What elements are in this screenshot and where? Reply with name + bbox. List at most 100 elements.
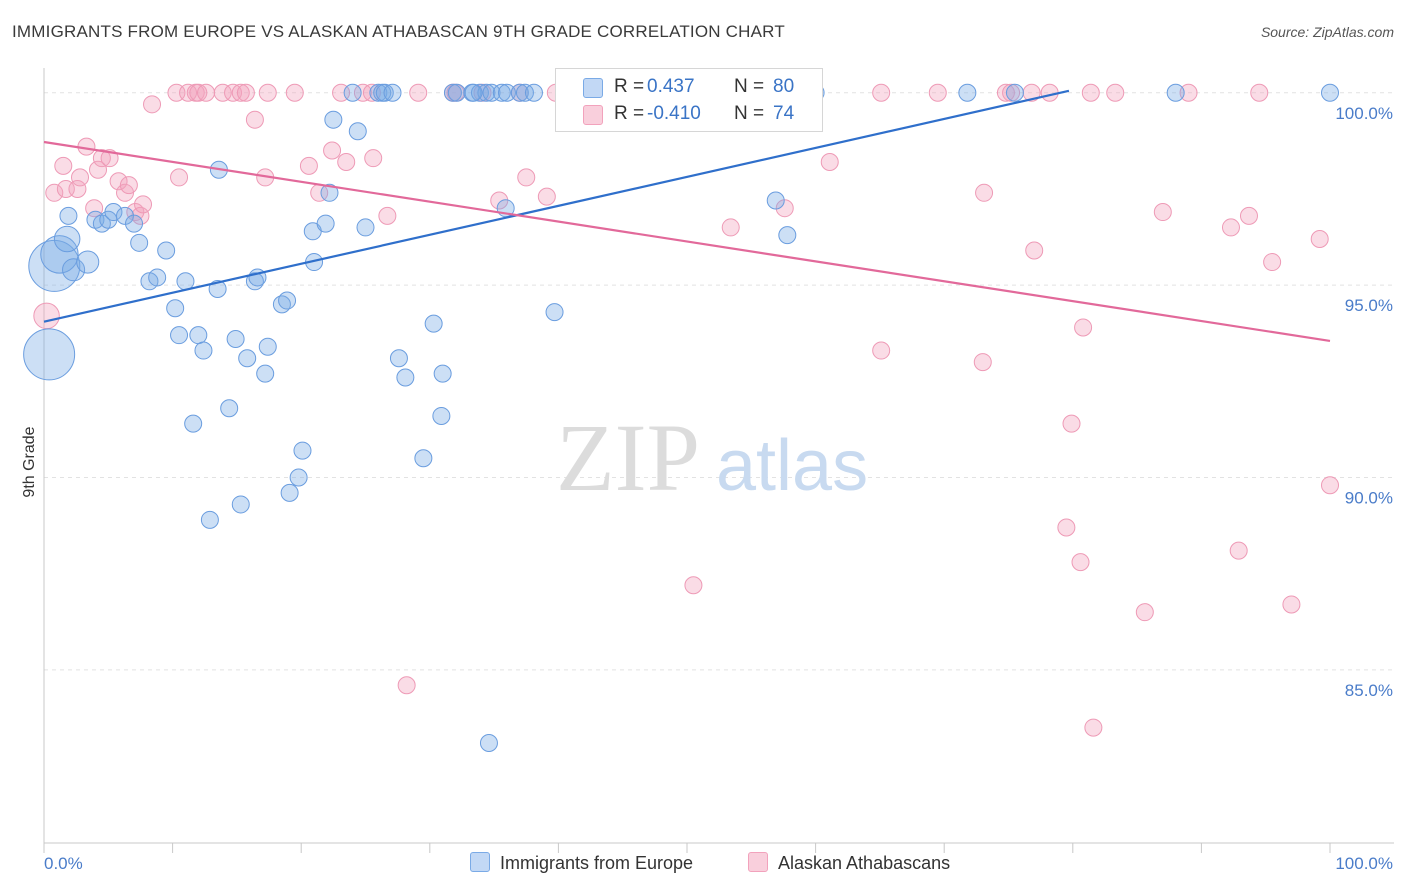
y-tick-label: 90.0% (1345, 489, 1393, 508)
europe-point (343, 83, 362, 102)
europe-point (389, 349, 408, 368)
athabascan-point (1321, 476, 1339, 495)
europe-point (1005, 83, 1024, 102)
athabascan-point (258, 83, 277, 102)
europe-point (278, 291, 297, 310)
europe-point (958, 83, 977, 102)
europe-point (238, 349, 257, 368)
athabascan-point (973, 353, 992, 372)
europe-point (492, 83, 511, 102)
europe-point (497, 83, 516, 102)
athabascan-point (1106, 83, 1125, 102)
europe-point (515, 83, 534, 102)
athabascan-point (337, 153, 356, 172)
europe-point (62, 258, 86, 282)
legend-n-value: 74 (773, 103, 795, 124)
chart-title: IMMIGRANTS FROM EUROPE VS ALASKAN ATHABA… (12, 22, 785, 41)
athabascan-point (378, 206, 397, 225)
athabascan-point (872, 341, 891, 360)
athabascan-point (224, 83, 243, 102)
axes (43, 68, 1394, 853)
europe-point (375, 83, 394, 102)
europe-point (383, 83, 402, 102)
legend-n-label: N = (734, 76, 765, 97)
legend-r-value: -0.410 (647, 103, 701, 124)
athabascan-point (975, 183, 994, 202)
europe-trend-line (43, 89, 1070, 323)
athabascan-point (1135, 603, 1154, 622)
europe-point (424, 314, 443, 333)
legend-row-athabascan: R = -0.410 N = 74 (556, 102, 822, 128)
athabascan-point (109, 172, 128, 191)
athabascan-point (92, 149, 111, 168)
y-tick-label: 100.0% (1335, 104, 1393, 123)
athabascan-point (1310, 229, 1329, 248)
athabascan-point (323, 141, 342, 160)
athabascan-point (71, 168, 90, 187)
europe-point (166, 299, 185, 318)
bottom-legend-swatch-blue (470, 852, 490, 872)
europe-point (130, 233, 149, 252)
europe-point (59, 206, 78, 225)
legend-swatch-blue (583, 78, 603, 98)
europe-point (524, 83, 543, 102)
europe-point (116, 206, 135, 225)
athabascan-point (1239, 206, 1258, 225)
europe-point (316, 214, 335, 233)
athabascan-point (85, 199, 104, 218)
tick-labels: 100.0% 95.0% 90.0% 85.0% 0.0% 100.0% (44, 104, 1393, 873)
europe-point (53, 225, 81, 253)
athabascan-point (54, 156, 73, 175)
bottom-legend-label: Alaskan Athabascans (778, 853, 951, 873)
athabascan-point (68, 179, 87, 198)
bottom-legend-label: Immigrants from Europe (500, 853, 694, 873)
europe-point (447, 83, 466, 102)
europe-point (189, 326, 208, 345)
europe-point (170, 326, 189, 345)
athabascan-point (131, 206, 150, 225)
europe-point (356, 218, 375, 237)
europe-point (369, 83, 388, 102)
europe-point (125, 214, 144, 233)
europe-point (1321, 83, 1339, 102)
athabascan-point (179, 83, 198, 102)
athabascan-point (1002, 83, 1021, 102)
europe-point (510, 83, 529, 102)
athabascan-point (775, 199, 794, 218)
europe-point (258, 337, 277, 356)
europe-point (324, 110, 343, 129)
athabascan-point (1074, 318, 1093, 337)
europe-point (433, 364, 452, 383)
legend: R = 0.437 N = 80 R = -0.410 N = 74 (555, 68, 823, 132)
europe-point (40, 235, 79, 274)
europe-point (464, 83, 483, 102)
europe-point (194, 341, 213, 360)
athabascan-point (1153, 203, 1172, 222)
x-tick-label: 0.0% (44, 854, 83, 873)
europe-point (482, 83, 501, 102)
europe-point (231, 495, 250, 514)
bottom-legend-athabascan: Alaskan Athabascans (748, 852, 950, 874)
athabascan-point (134, 195, 153, 214)
athabascan-point (409, 83, 428, 102)
athabascan-point (143, 95, 162, 114)
athabascan-point (213, 83, 232, 102)
europe-point (23, 328, 76, 381)
athabascan-point (189, 83, 208, 102)
athabascan-point (364, 149, 383, 168)
athabascan-point (231, 83, 250, 102)
athabascan-point (236, 83, 255, 102)
y-axis-label: 9th Grade (21, 426, 38, 497)
legend-r-label: R = (614, 103, 645, 124)
legend-swatch-pink (583, 105, 603, 125)
athabascan-point (928, 83, 947, 102)
athabascan-point (1263, 253, 1282, 272)
athabascan-point (1282, 595, 1301, 614)
y-tick-label: 95.0% (1345, 296, 1393, 315)
y-tick-label: 85.0% (1345, 681, 1393, 700)
athabascan-point (820, 153, 839, 172)
athabascan-point (1025, 241, 1044, 260)
athabascan-point (299, 156, 318, 175)
athabascan-point (684, 576, 703, 595)
